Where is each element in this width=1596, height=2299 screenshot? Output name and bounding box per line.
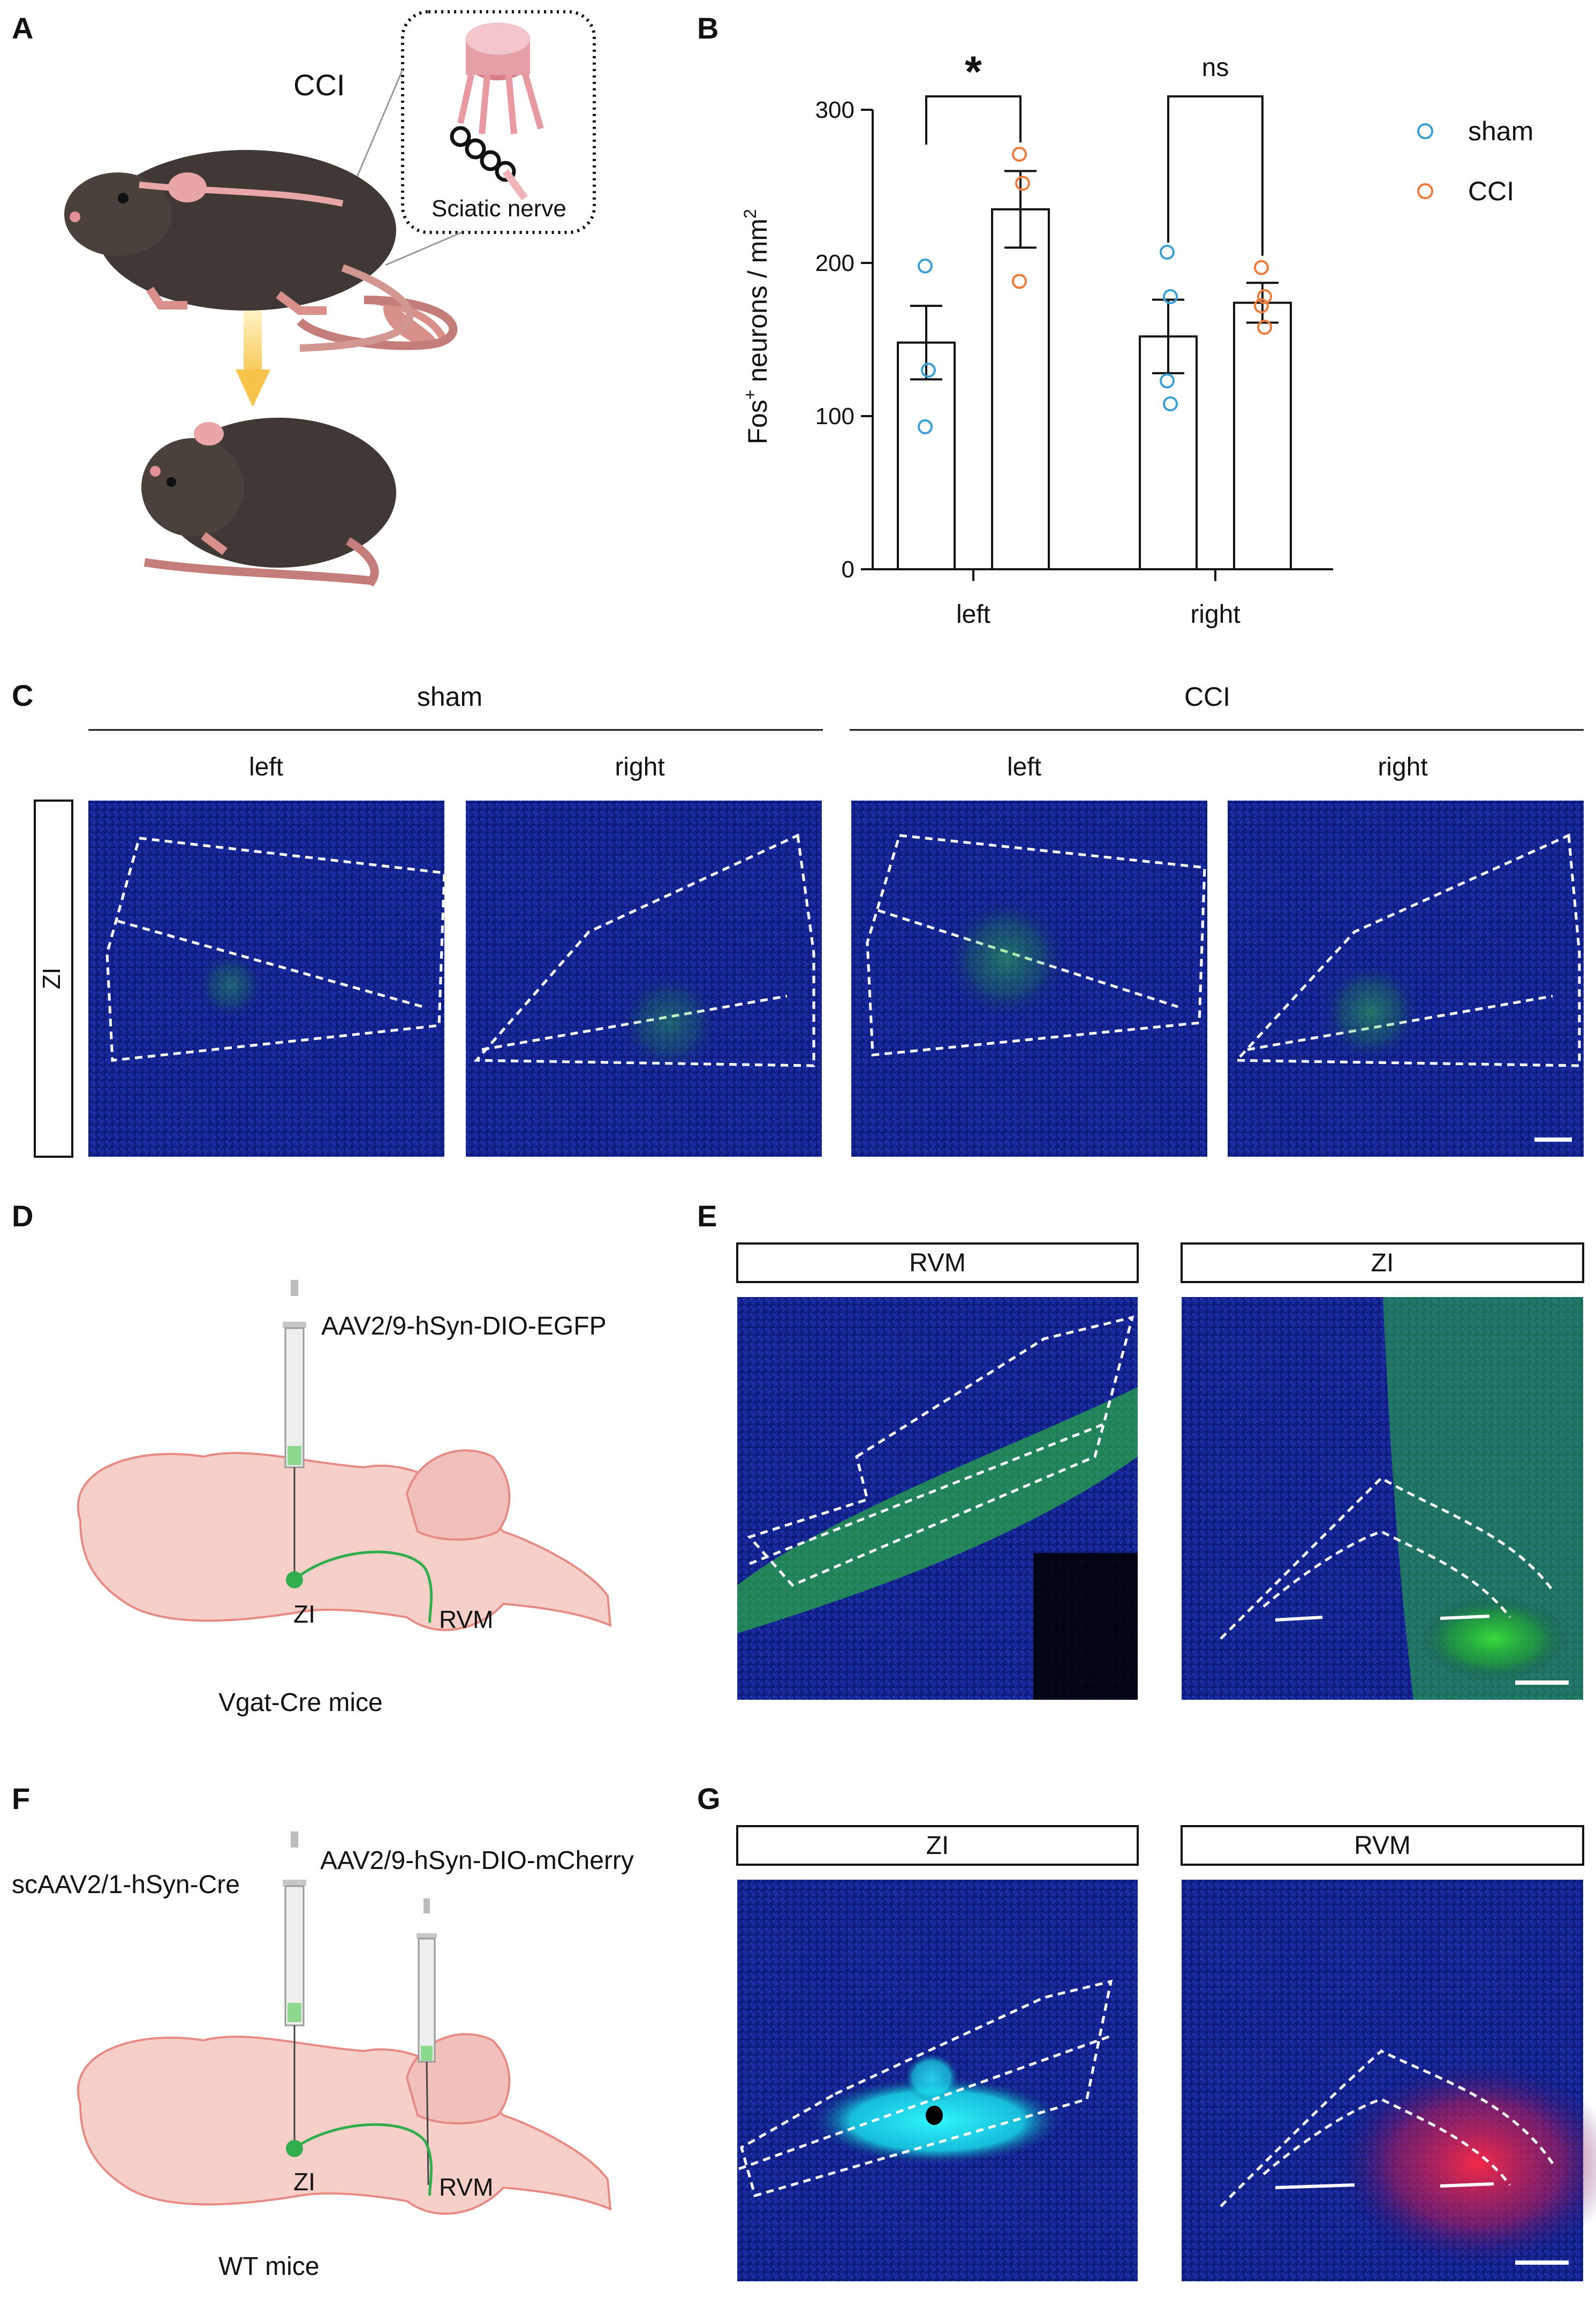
y-tick-label-2: 200 [815, 250, 854, 276]
y-tick-label-3: 300 [815, 97, 854, 123]
y-tick-label-0: 0 [842, 556, 854, 583]
virus-label-d: AAV2/9-hSyn-DIO-EGFP [321, 1312, 607, 1340]
panel-label-d: D [12, 1199, 33, 1233]
title-g-zi: ZI [926, 1831, 949, 1860]
sig-label-left: * [965, 48, 982, 96]
cci-label: CCI [293, 68, 345, 102]
virus-label-f-1: scAAV2/1-hSyn-Cre [12, 1871, 240, 1899]
point-sham-right-1 [1163, 289, 1178, 304]
title-box-e-zi [1181, 1242, 1584, 1283]
mouse-standing-icon [64, 150, 458, 352]
y-axis-label-rest: neurons / mm [743, 218, 773, 390]
panel-d: AAV2/9-hSyn-DIO-EGFP ZI RVM Vgat-Cre mic… [77, 1280, 612, 1717]
ligature-icon [450, 126, 528, 201]
title-box-g-rvm [1181, 1825, 1584, 1866]
panel-label-a: A [12, 11, 33, 45]
panel-label-f: F [12, 1782, 30, 1815]
point-CCI-left-0 [1012, 146, 1027, 162]
point-CCI-right-1 [1257, 289, 1272, 304]
panel-c: sham CCI left right left right ZI [34, 682, 1584, 1158]
panel-label-b: B [697, 11, 718, 45]
side-label-cci-left: left [1007, 753, 1041, 781]
group-label-cci: CCI [1184, 682, 1230, 712]
y-tick-label-1: 100 [815, 403, 854, 429]
syringe-icon [283, 1280, 306, 1577]
region-zi-f: ZI [293, 2168, 315, 2196]
point-CCI-left-2 [1012, 274, 1027, 289]
micrograph-cci-right [1228, 801, 1584, 1157]
svg-text:Fos+ neurons / mm2: Fos+ neurons / mm2 [740, 209, 773, 444]
point-sham-right-2 [1160, 373, 1175, 389]
side-label-sham-left: left [249, 753, 283, 781]
brain-icon [77, 2033, 612, 2215]
title-e-rvm: RVM [909, 1249, 966, 1277]
sciatic-inset [401, 10, 596, 234]
point-sham-left-0 [918, 258, 933, 274]
sig-bracket-right [1167, 95, 1264, 256]
mouse-line-d: Vgat-Cre mice [218, 1689, 383, 1717]
y-axis-label-main: Fos [743, 400, 773, 444]
micrograph-e-zi [1182, 1297, 1583, 1700]
region-rvm-f: RVM [439, 2173, 493, 2201]
legend-label-sham: sham [1468, 116, 1533, 146]
y-axis-label-sup: + [740, 390, 760, 400]
side-label-sham-right: right [615, 753, 664, 781]
virus-label-f-2: AAV2/9-hSyn-DIO-mCherry [320, 1846, 634, 1875]
micrograph-sham-right [466, 801, 822, 1157]
micrograph-e-rvm [737, 1297, 1138, 1700]
region-rvm-d: RVM [439, 1605, 493, 1633]
legend-marker-sham [1417, 123, 1433, 139]
x-tick-label-right: right [1190, 600, 1240, 629]
region-zi-d: ZI [293, 1600, 315, 1628]
y-axis-label: Fos+ neurons / mm2 [740, 209, 773, 444]
syringe-icon-1 [283, 1831, 306, 2147]
point-CCI-right-3 [1257, 320, 1272, 335]
title-box-e-rvm [736, 1242, 1139, 1283]
micrograph-sham-left [88, 801, 446, 1157]
point-CCI-left-1 [1015, 176, 1030, 191]
row-label-box [34, 800, 73, 1158]
legend-marker-CCI [1417, 183, 1433, 199]
syringe-icon-2 [417, 1898, 437, 2185]
row-label-zi: ZI [37, 968, 65, 990]
title-e-zi: ZI [1371, 1249, 1394, 1277]
panel-a: CCI Sciatic nerve [64, 10, 596, 587]
sig-bracket-left [925, 95, 1022, 145]
micrograph-g-zi [737, 1880, 1138, 2281]
muscle-icon [457, 22, 544, 134]
sciatic-label: Sciatic nerve [432, 195, 566, 222]
legend-label-CCI: CCI [1468, 176, 1514, 206]
point-sham-left-1 [921, 363, 936, 378]
panel-g: ZI RVM [736, 1825, 1596, 2281]
panel-label-c: C [12, 679, 33, 712]
y-axis-label-sup2: 2 [740, 209, 760, 218]
point-sham-right-3 [1163, 396, 1178, 412]
panel-label-g: G [697, 1782, 721, 1815]
fos-bar-chart: Fos+ neurons / mm2 0 100 200 300 left * right n… [740, 48, 1533, 629]
side-label-cci-right: right [1378, 753, 1427, 781]
title-g-rvm: RVM [1354, 1831, 1411, 1860]
brain-icon [77, 1449, 612, 1631]
projection-zi-rvm [293, 1550, 433, 1623]
point-CCI-right-2 [1254, 298, 1269, 314]
point-CCI-right-0 [1254, 260, 1269, 275]
micrograph-g-rvm [1182, 1880, 1596, 2281]
micrograph-cci-left [851, 801, 1207, 1157]
arrow-down-icon [236, 311, 270, 407]
panel-e: RVM ZI [736, 1242, 1584, 1700]
point-sham-left-2 [918, 419, 933, 435]
bar-CCI-left [991, 208, 1050, 570]
group-label-sham: sham [417, 682, 482, 712]
panel-label-e: E [697, 1199, 717, 1233]
point-sham-right-0 [1160, 244, 1175, 260]
panel-f: scAAV2/1-hSyn-Cre AAV2/9-hSyn-DIO-mCherr… [12, 1831, 634, 2281]
sig-label-right: ns [1202, 54, 1229, 82]
mouse-curled-icon [141, 418, 396, 587]
projection-zi-rvm-f [293, 2123, 433, 2196]
x-tick-label-left: left [956, 600, 990, 629]
bar-CCI-right [1233, 301, 1292, 570]
mouse-line-f: WT mice [218, 2252, 319, 2281]
title-box-g-zi [736, 1825, 1139, 1866]
